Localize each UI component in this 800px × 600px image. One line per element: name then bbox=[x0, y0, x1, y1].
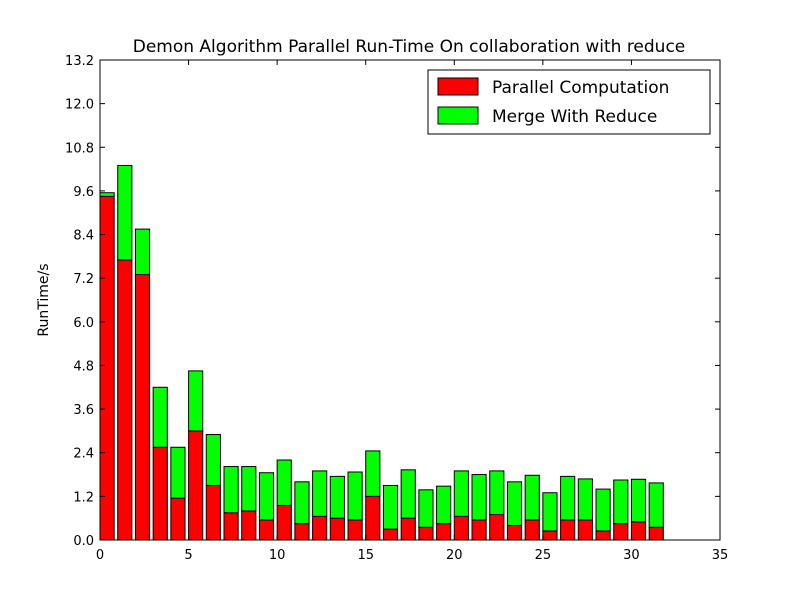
bar-parallel-22 bbox=[489, 514, 505, 541]
chart-title: Demon Algorithm Parallel Run-Time On col… bbox=[133, 37, 686, 57]
x-tick-label: 35 bbox=[712, 548, 729, 563]
bar-parallel-23 bbox=[506, 524, 523, 541]
y-tick-label: 4.8 bbox=[73, 359, 94, 374]
bar-parallel-1 bbox=[117, 259, 133, 541]
bar-merge-22 bbox=[489, 470, 505, 516]
bar-merge-11 bbox=[294, 481, 310, 525]
ticks-layer: 0 5 10 15 20 25 30 35 0.0 1.2 2.4 3.6 4.8 6.0 7.2 8.4 9.… bbox=[65, 54, 728, 563]
bar-parallel-11 bbox=[294, 523, 310, 541]
y-tick-label: 1.2 bbox=[73, 490, 94, 505]
bar-merge-31 bbox=[648, 482, 664, 528]
bar-parallel-24 bbox=[524, 519, 540, 541]
y-tick-label: 13.2 bbox=[65, 54, 94, 69]
bars-layer bbox=[99, 164, 664, 541]
bar-parallel-31 bbox=[648, 526, 664, 541]
bar-merge-20 bbox=[453, 470, 469, 517]
y-tick-label: 0.0 bbox=[73, 534, 94, 549]
bar-parallel-7 bbox=[223, 512, 239, 541]
bar-parallel-28 bbox=[595, 530, 611, 541]
bar-merge-16 bbox=[382, 484, 399, 530]
x-tick-label: 20 bbox=[446, 548, 463, 563]
bar-parallel-25 bbox=[542, 530, 558, 541]
bar-parallel-8 bbox=[241, 510, 257, 541]
x-tick-label: 25 bbox=[535, 548, 552, 563]
bar-merge-5 bbox=[188, 370, 204, 432]
bar-parallel-27 bbox=[577, 519, 593, 541]
y-tick-label: 2.4 bbox=[73, 447, 94, 462]
bar-merge-25 bbox=[542, 492, 558, 532]
bar-parallel-12 bbox=[312, 515, 328, 541]
y-tick-label: 8.4 bbox=[73, 229, 94, 244]
bar-parallel-17 bbox=[400, 517, 416, 541]
x-tick-label: 5 bbox=[184, 548, 192, 563]
bar-parallel-13 bbox=[329, 517, 345, 541]
bar-parallel-18 bbox=[418, 526, 434, 541]
x-tick-label: 15 bbox=[357, 548, 374, 563]
bar-merge-3 bbox=[152, 386, 168, 448]
bar-parallel-14 bbox=[347, 519, 363, 541]
y-tick-label: 10.8 bbox=[65, 141, 94, 156]
bar-merge-19 bbox=[436, 485, 452, 525]
x-tick-label: 30 bbox=[623, 548, 640, 563]
bar-merge-29 bbox=[613, 479, 629, 525]
bar-parallel-26 bbox=[560, 519, 576, 541]
bar-parallel-10 bbox=[276, 504, 292, 541]
legend: Parallel Computation Merge With Reduce bbox=[427, 69, 711, 135]
bar-parallel-21 bbox=[471, 519, 487, 541]
bar-parallel-29 bbox=[613, 523, 629, 541]
bar-merge-1 bbox=[117, 164, 133, 261]
bar-parallel-5 bbox=[188, 430, 204, 541]
bar-merge-23 bbox=[506, 481, 523, 526]
bar-parallel-19 bbox=[436, 523, 452, 541]
bar-parallel-30 bbox=[630, 521, 647, 541]
bar-merge-26 bbox=[560, 475, 576, 521]
bar-merge-17 bbox=[400, 469, 416, 519]
bar-parallel-0 bbox=[99, 195, 115, 541]
bar-merge-10 bbox=[276, 459, 292, 506]
bar-merge-9 bbox=[258, 472, 275, 521]
bar-merge-6 bbox=[205, 434, 221, 486]
bar-merge-28 bbox=[595, 488, 611, 532]
bar-parallel-6 bbox=[205, 484, 221, 541]
y-tick-label: 6.0 bbox=[73, 316, 94, 331]
bar-parallel-9 bbox=[258, 519, 275, 541]
y-tick-label: 7.2 bbox=[73, 272, 94, 287]
bar-merge-8 bbox=[241, 466, 257, 512]
legend-label-merge: Merge With Reduce bbox=[492, 107, 657, 127]
y-axis-label: RunTime/s bbox=[36, 263, 52, 336]
bar-parallel-15 bbox=[365, 495, 381, 541]
bar-merge-12 bbox=[312, 470, 328, 517]
x-tick-label: 0 bbox=[96, 548, 104, 563]
bar-parallel-3 bbox=[152, 446, 168, 541]
y-tick-label: 9.6 bbox=[73, 185, 94, 200]
bar-merge-2 bbox=[134, 228, 151, 276]
bar-merge-4 bbox=[170, 446, 186, 499]
bar-merge-18 bbox=[418, 489, 434, 528]
y-tick-label: 12.0 bbox=[65, 98, 94, 113]
x-tick-label: 10 bbox=[269, 548, 286, 563]
bar-parallel-2 bbox=[134, 274, 151, 541]
bar-parallel-16 bbox=[382, 528, 399, 541]
legend-swatch-parallel bbox=[437, 77, 479, 96]
legend-swatch-merge bbox=[437, 106, 479, 125]
bar-merge-30 bbox=[630, 478, 647, 523]
bar-merge-21 bbox=[471, 474, 487, 521]
bar-merge-14 bbox=[347, 471, 363, 521]
bar-merge-7 bbox=[223, 466, 239, 514]
bar-merge-24 bbox=[524, 474, 540, 521]
bar-parallel-4 bbox=[170, 497, 186, 541]
bar-merge-13 bbox=[329, 475, 345, 519]
bar-parallel-20 bbox=[453, 515, 469, 541]
y-tick-label: 3.6 bbox=[73, 403, 94, 418]
bar-merge-15 bbox=[365, 450, 381, 497]
plot-frame bbox=[99, 59, 721, 541]
bar-merge-0 bbox=[99, 192, 115, 197]
legend-label-parallel: Parallel Computation bbox=[492, 78, 669, 98]
bar-merge-27 bbox=[577, 478, 593, 521]
